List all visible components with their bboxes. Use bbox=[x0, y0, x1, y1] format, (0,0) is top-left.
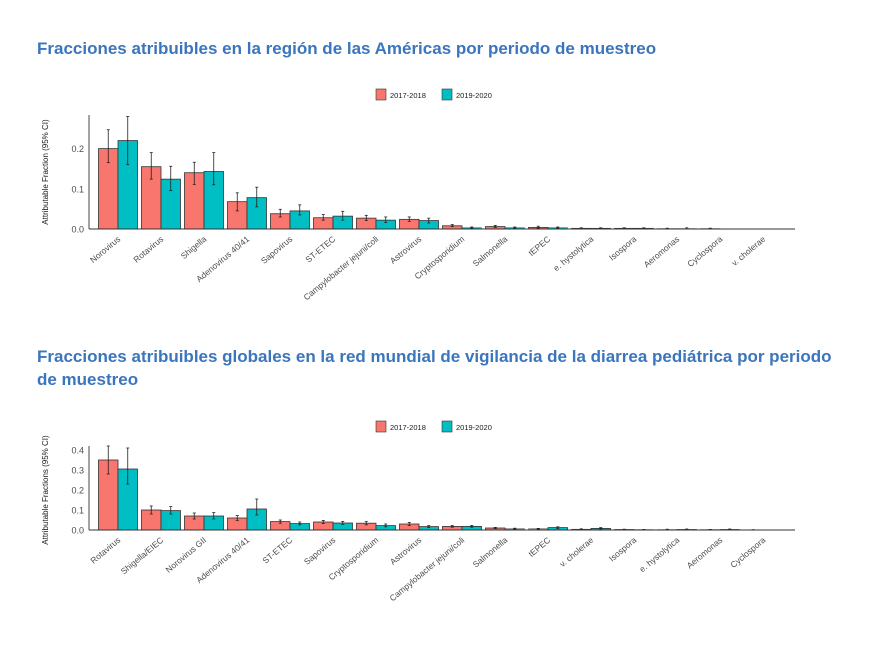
chart1-section-title: Fracciones atribuibles en la región de l… bbox=[37, 39, 657, 58]
x-tick-label: ST-ETEC bbox=[260, 535, 294, 566]
x-tick-label: Norovirus GII bbox=[163, 535, 208, 575]
y-axis-label: Attributable Fraction (95% CI) bbox=[41, 119, 50, 225]
x-tick-label: Salmonella bbox=[471, 535, 510, 570]
x-tick-label: Astrovirus bbox=[388, 535, 423, 567]
chart2-section-title: Fracciones atribuibles globales en la re… bbox=[37, 347, 832, 389]
x-tick-label: tEPEC bbox=[526, 535, 552, 559]
x-tick-label: e. hystolytica bbox=[637, 535, 681, 574]
x-tick-label: Campylobacter jejuni/coli bbox=[387, 535, 466, 603]
y-tick-label: 0.2 bbox=[71, 144, 84, 154]
x-tick-label: v. cholerae bbox=[557, 535, 595, 569]
legend: 2017-2018 2019-2020 bbox=[375, 420, 492, 433]
legend-label: 2017-2018 bbox=[390, 91, 426, 100]
legend: 2017-2018 2019-2020 bbox=[375, 88, 492, 101]
x-tick-label: Sapovirus bbox=[302, 535, 337, 567]
x-tick-label: Shigella/EIEC bbox=[119, 535, 166, 576]
y-tick-label: 0.1 bbox=[71, 506, 84, 516]
legend-label: 2019-2020 bbox=[456, 423, 492, 432]
legend-swatch-2017-2018 bbox=[375, 420, 387, 433]
x-tick-label: Cyclospora bbox=[728, 535, 767, 570]
x-tick-label: Rotavirus bbox=[88, 535, 122, 566]
y-tick-label: 0.0 bbox=[71, 526, 84, 536]
y-tick-label: 0.4 bbox=[71, 446, 84, 456]
y-tick-label: 0.0 bbox=[71, 225, 84, 235]
legend-swatch-2017-2018 bbox=[375, 88, 387, 101]
x-tick-label: Isospora bbox=[607, 535, 639, 564]
y-tick-label: 0.1 bbox=[71, 184, 84, 194]
legend-label: 2017-2018 bbox=[390, 423, 426, 432]
legend-label: 2019-2020 bbox=[456, 91, 492, 100]
legend-swatch-2019-2020 bbox=[441, 420, 453, 433]
y-tick-label: 0.2 bbox=[71, 486, 84, 496]
legend-swatch-2019-2020 bbox=[441, 88, 453, 101]
x-tick-label: Aeromonas bbox=[685, 535, 725, 571]
y-tick-label: 0.3 bbox=[71, 466, 84, 476]
y-axis-label: Attributable Fractions (95% CI) bbox=[41, 435, 50, 545]
